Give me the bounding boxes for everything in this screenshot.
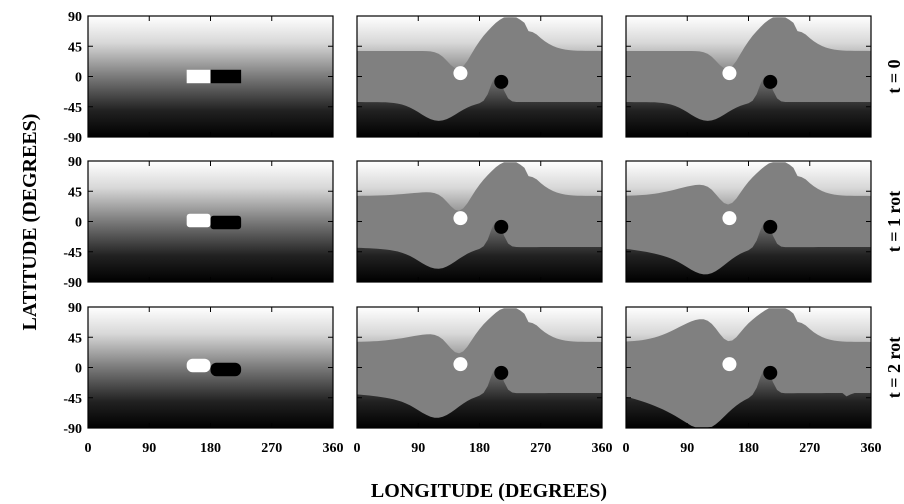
x-tick-label: 90 — [680, 441, 694, 456]
y-tick-label: -45 — [63, 246, 82, 261]
y-tick-label: 0 — [75, 216, 82, 231]
x-tick-label: 360 — [592, 441, 613, 456]
negative-flux-spot — [763, 219, 778, 234]
y-tick-label: 0 — [75, 71, 82, 86]
y-tick-label: -45 — [63, 101, 82, 116]
x-axis-title: LONGITUDE (DEGREES) — [371, 480, 607, 502]
x-tick-label: 0 — [354, 441, 361, 456]
positive-flux-spot — [722, 357, 737, 372]
positive-flux-spot — [453, 66, 468, 81]
panel-r1-c1 — [356, 160, 603, 283]
positive-bipole — [186, 69, 211, 84]
negative-flux-spot — [763, 365, 778, 380]
x-tick-label: 180 — [469, 441, 490, 456]
latitude-gradient — [88, 307, 333, 428]
x-tick-label: 180 — [200, 441, 221, 456]
negative-flux-spot — [494, 365, 509, 380]
y-axis-title: LATITUDE (DEGREES) — [19, 114, 41, 331]
y-tick-label: 0 — [75, 362, 82, 377]
negative-bipole — [210, 69, 242, 84]
y-tick-label: 45 — [68, 40, 82, 55]
panel-r2-c0 — [87, 306, 334, 429]
x-tick-label: 270 — [530, 441, 551, 456]
negative-bipole — [210, 215, 242, 230]
positive-bipole — [186, 358, 211, 373]
y-tick-label: -90 — [63, 276, 82, 291]
x-tick-label: 270 — [261, 441, 282, 456]
open-field-region — [626, 162, 871, 275]
y-tick-label: -90 — [63, 422, 82, 437]
y-tick-label: 45 — [68, 185, 82, 200]
x-tick-label: 0 — [85, 441, 92, 456]
open-field-region — [357, 17, 602, 121]
positive-flux-spot — [722, 66, 737, 81]
panel-r1-c0 — [87, 160, 334, 283]
y-tick-label: 90 — [68, 10, 82, 25]
open-field-region — [626, 17, 871, 121]
panel-r0-c2 — [625, 15, 872, 138]
negative-bipole — [210, 362, 242, 377]
panel-r0-c1 — [356, 15, 603, 138]
positive-flux-spot — [722, 211, 737, 226]
row-time-label: t = 1 rot — [884, 191, 904, 252]
y-tick-label: 90 — [68, 155, 82, 170]
open-field-region — [626, 308, 871, 428]
y-tick-label: -45 — [63, 392, 82, 407]
negative-flux-spot — [494, 74, 509, 89]
row-time-label: t = 2 rot — [884, 337, 904, 398]
panel-r2-c2 — [625, 306, 872, 429]
x-tick-label: 90 — [411, 441, 425, 456]
x-tick-label: 360 — [861, 441, 882, 456]
x-tick-label: 270 — [799, 441, 820, 456]
panel-r1-c2 — [625, 160, 872, 283]
x-tick-label: 360 — [323, 441, 344, 456]
panel-r2-c1 — [356, 306, 603, 429]
y-tick-label: 45 — [68, 331, 82, 346]
panel-grid — [87, 15, 872, 429]
y-tick-label: 90 — [68, 301, 82, 316]
row-time-label: t = 0 — [884, 59, 904, 93]
open-field-region — [357, 308, 602, 418]
negative-flux-spot — [494, 219, 509, 234]
y-tick-label: -90 — [63, 131, 82, 146]
open-field-region — [357, 162, 602, 269]
x-tick-label: 90 — [142, 441, 156, 456]
x-tick-label: 180 — [738, 441, 759, 456]
negative-flux-spot — [763, 74, 778, 89]
x-tick-label: 0 — [623, 441, 630, 456]
positive-flux-spot — [453, 357, 468, 372]
panel-r0-c0 — [87, 15, 334, 138]
positive-flux-spot — [453, 211, 468, 226]
positive-bipole — [186, 213, 211, 228]
